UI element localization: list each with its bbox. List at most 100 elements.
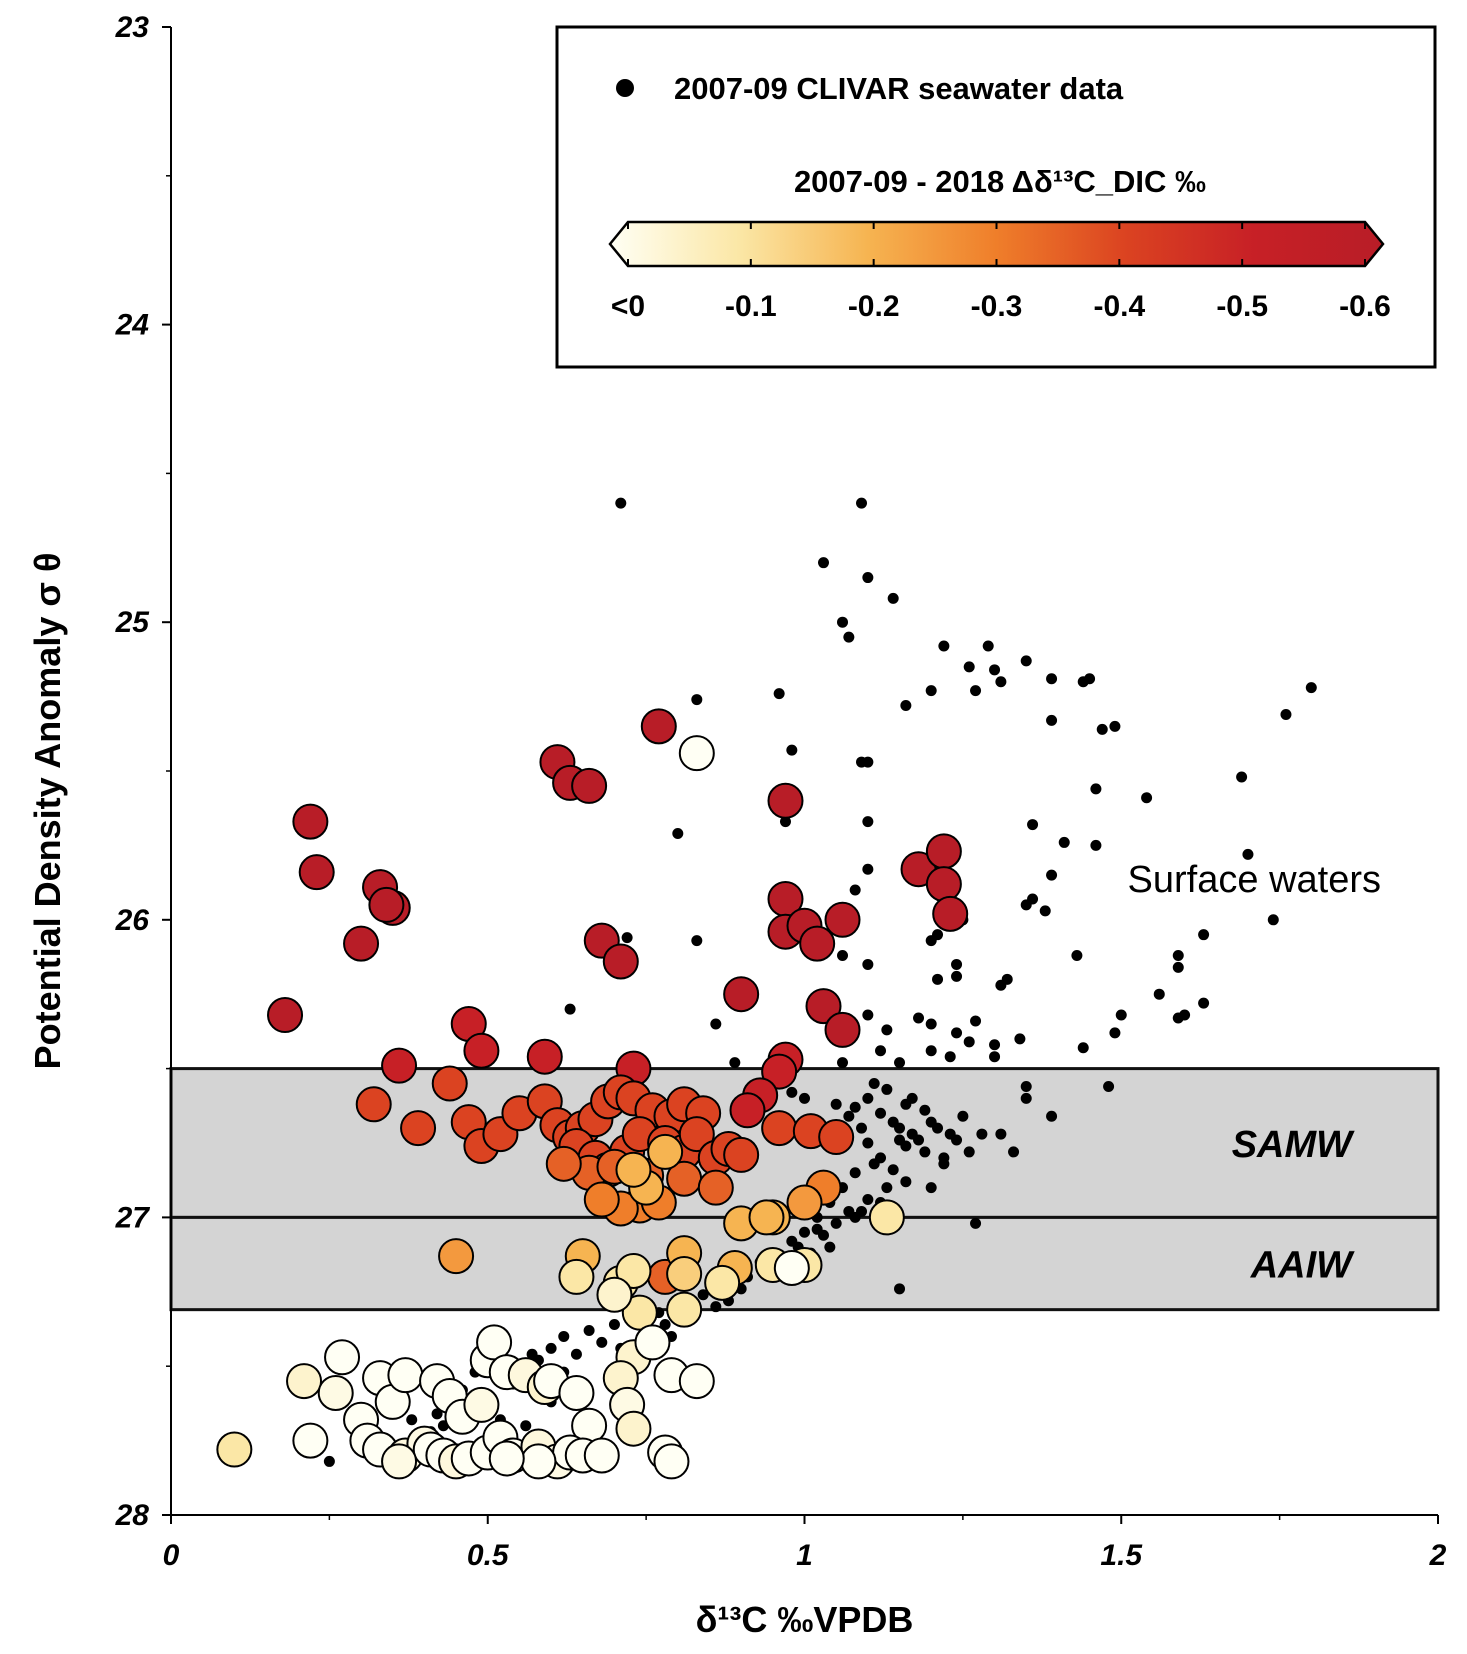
clivar-data-point [957, 1110, 969, 1122]
clivar-data-point [856, 1205, 868, 1217]
clivar-data-point [799, 1092, 810, 1104]
clivar-data-point [1020, 1080, 1032, 1092]
clivar-data-point [862, 816, 874, 828]
delta-data-point [615, 1252, 652, 1289]
clivar-data-point [1039, 905, 1051, 917]
clivar-data-point [856, 1122, 868, 1134]
clivar-data-point [406, 1414, 418, 1426]
x-tick-label: 0 [163, 1539, 180, 1572]
delta-data-point [666, 1291, 703, 1328]
clivar-data-point [729, 1057, 741, 1069]
x-tick-label: 1 [796, 1539, 813, 1572]
clivar-data-point [564, 1003, 576, 1015]
clivar-data-point [951, 970, 963, 982]
x-tick-label: 2 [1429, 1539, 1447, 1572]
clivar-data-point [1103, 1080, 1115, 1092]
region-label-aaiw: AAIW [1250, 1245, 1355, 1287]
annotation-surface-waters: Surface waters [1128, 859, 1381, 901]
clivar-data-point [925, 1018, 937, 1030]
clivar-data-point [1267, 914, 1279, 926]
clivar-data-point [862, 1137, 874, 1149]
colorbar-tick-label: -0.2 [848, 290, 900, 323]
clivar-data-point [951, 958, 963, 970]
clivar-data-point [951, 1027, 963, 1039]
clivar-data-point [925, 685, 937, 697]
clivar-data-point [1090, 783, 1102, 795]
clivar-data-point [837, 950, 849, 962]
clivar-data-point [843, 1110, 855, 1122]
delta-data-point [925, 866, 962, 903]
delta-data-point [381, 1047, 418, 1084]
clivar-data-point [862, 958, 874, 970]
clivar-data-point [881, 1083, 893, 1095]
delta-data-point [368, 886, 405, 923]
colorbar-tick-label: -0.4 [1093, 290, 1145, 323]
delta-data-point [343, 925, 380, 962]
clivar-data-point [913, 1134, 925, 1146]
clivar-data-point [691, 935, 703, 947]
delta-data-point [697, 1169, 734, 1206]
clivar-data-point [919, 1146, 931, 1158]
clivar-data-point [1046, 869, 1058, 881]
delta-data-point [526, 1038, 563, 1075]
clivar-data-point [976, 1128, 988, 1140]
clivar-data-point [811, 1223, 823, 1235]
delta-data-point [925, 833, 962, 870]
delta-data-point [634, 1324, 671, 1361]
delta-data-point [932, 895, 969, 932]
delta-data-point [748, 1199, 785, 1236]
delta-data-point [317, 1374, 354, 1411]
clivar-data-point [900, 1176, 912, 1188]
clivar-data-point [837, 616, 849, 628]
clivar-data-point [818, 557, 830, 569]
clivar-data-point [989, 1039, 1001, 1051]
clivar-data-point [596, 1336, 608, 1348]
clivar-data-point [1141, 792, 1153, 804]
clivar-data-point [1198, 997, 1210, 1009]
clivar-data-point [849, 884, 861, 896]
clivar-data-point [1058, 836, 1070, 848]
clivar-data-point [691, 694, 703, 706]
clivar-data-point [1115, 1009, 1127, 1021]
legend: 2007-09 CLIVAR seawater data 2007-09 - 20… [555, 25, 1437, 369]
delta-data-point [558, 1258, 595, 1295]
clivar-dots [323, 497, 1317, 1470]
clivar-data-point [900, 1098, 912, 1110]
clivar-data-point [1109, 720, 1121, 732]
clivar-data-point [894, 1057, 906, 1069]
x-axis-title: δ¹³C ‰VPDB [696, 1599, 914, 1640]
clivar-data-point [989, 664, 1001, 676]
clivar-data-point [1090, 839, 1102, 851]
delta-data-point [678, 735, 715, 772]
delta-data-point [463, 1032, 500, 1069]
clivar-data-point [963, 1036, 975, 1048]
clivar-data-point [659, 1319, 671, 1331]
delta-data-point [805, 988, 842, 1025]
clivar-data-point [1020, 655, 1032, 667]
delta-data-point [558, 1374, 595, 1411]
delta-data-point [286, 1363, 323, 1400]
clivar-data-point [1027, 819, 1039, 831]
delta-data-point [799, 925, 836, 962]
clivar-data-point [862, 1009, 874, 1021]
clivar-data-point [779, 816, 791, 828]
clivar-data-point [951, 1134, 963, 1146]
clivar-data-point [938, 640, 950, 652]
delta-data-point [381, 1443, 418, 1480]
clivar-data-point [875, 1045, 887, 1057]
colorbar-tick-label: -0.1 [725, 290, 777, 323]
clivar-data-point [843, 631, 855, 643]
clivar-data-point [1014, 1033, 1026, 1045]
clivar-data-point [830, 1217, 842, 1229]
clivar-data-point [1179, 1009, 1191, 1021]
legend-dot-icon [616, 79, 634, 97]
clivar-data-point [925, 1182, 937, 1194]
clivar-data-point [875, 1107, 887, 1119]
delta-data-point [678, 1363, 715, 1400]
delta-data-point [545, 1145, 582, 1182]
delta-data-point [400, 1110, 437, 1147]
delta-data-point [292, 803, 329, 840]
clivar-data-point [944, 1051, 956, 1063]
clivar-data-point [710, 1301, 722, 1313]
